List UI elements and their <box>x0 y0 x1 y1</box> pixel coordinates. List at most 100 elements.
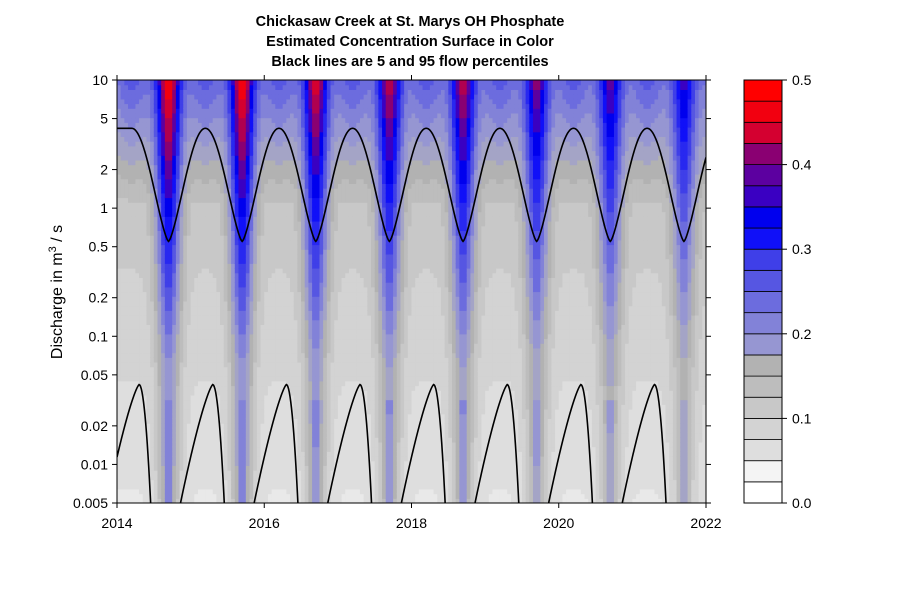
surface-cell <box>312 253 317 260</box>
surface-cell <box>172 188 177 194</box>
surface-cell <box>186 427 192 434</box>
surface-cell <box>194 352 199 358</box>
surface-cell <box>142 394 148 401</box>
surface-cell <box>190 249 195 255</box>
surface-cell <box>175 244 181 250</box>
surface-cell <box>197 244 203 250</box>
surface-cell <box>201 371 206 377</box>
surface-cell <box>124 441 129 448</box>
surface-cell <box>146 235 151 241</box>
surface-cell <box>245 380 251 387</box>
surface-cell <box>157 352 162 358</box>
surface-cell <box>308 98 313 105</box>
surface-cell <box>297 150 302 156</box>
surface-cell <box>293 192 298 199</box>
surface-cell <box>253 164 258 170</box>
surface-cell <box>220 441 225 448</box>
surface-cell <box>256 249 262 255</box>
surface-cell <box>267 282 273 288</box>
surface-cell <box>253 253 258 260</box>
surface-cell <box>120 174 125 180</box>
surface-cell <box>139 155 144 161</box>
surface-cell <box>278 183 284 189</box>
surface-cell <box>264 488 269 495</box>
surface-cell <box>120 164 125 170</box>
surface-cell <box>209 329 214 335</box>
surface-cell <box>179 277 184 283</box>
surface-cell <box>212 456 217 462</box>
surface-cell <box>172 211 177 217</box>
surface-cell <box>256 122 262 128</box>
surface-cell <box>146 390 151 396</box>
surface-cell <box>120 352 125 358</box>
surface-cell <box>315 169 321 175</box>
surface-cell <box>172 155 177 161</box>
surface-cell <box>304 225 310 231</box>
surface-cell <box>205 451 210 457</box>
surface-cell <box>146 362 151 368</box>
surface-cell <box>197 371 203 377</box>
surface-cell <box>209 202 214 208</box>
surface-cell <box>249 244 254 250</box>
surface-cell <box>238 437 243 443</box>
surface-cell <box>220 117 225 123</box>
surface-cell <box>201 366 206 372</box>
surface-cell <box>286 159 291 166</box>
surface-cell <box>256 145 262 152</box>
surface-cell <box>183 84 188 90</box>
surface-cell <box>227 432 232 438</box>
surface-cell <box>308 258 313 264</box>
surface-cell <box>227 456 232 462</box>
surface-cell <box>186 371 192 377</box>
surface-cell <box>308 206 313 213</box>
surface-cell <box>301 183 306 189</box>
surface-cell <box>172 493 177 499</box>
surface-cell <box>161 206 166 213</box>
surface-cell <box>231 300 236 307</box>
surface-cell <box>234 286 240 293</box>
surface-cell <box>135 221 140 227</box>
surface-cell <box>301 423 306 429</box>
surface-cell <box>172 117 177 123</box>
surface-cell <box>220 131 225 137</box>
surface-cell <box>120 89 125 95</box>
surface-cell <box>128 80 133 86</box>
surface-cell <box>293 244 298 250</box>
surface-cell <box>209 244 214 250</box>
surface-cell <box>131 479 137 485</box>
surface-cell <box>227 206 232 213</box>
surface-cell <box>245 174 251 180</box>
surface-cell <box>153 451 159 457</box>
surface-cell <box>260 380 265 387</box>
surface-cell <box>286 282 291 288</box>
surface-cell <box>175 150 181 156</box>
surface-cell <box>315 460 321 466</box>
surface-cell <box>150 305 155 311</box>
surface-cell <box>172 230 177 236</box>
surface-cell <box>131 155 137 161</box>
surface-cell <box>223 432 229 438</box>
surface-cell <box>260 394 265 401</box>
surface-cell <box>260 404 265 410</box>
surface-cell <box>301 352 306 358</box>
surface-cell <box>175 98 181 105</box>
surface-cell <box>153 357 159 363</box>
surface-cell <box>153 216 159 222</box>
surface-cell <box>304 380 310 387</box>
surface-cell <box>194 446 199 452</box>
surface-cell <box>179 89 184 95</box>
surface-cell <box>242 244 247 250</box>
surface-cell <box>139 479 144 485</box>
surface-cell <box>194 206 199 213</box>
surface-cell <box>227 413 232 419</box>
surface-cell <box>153 385 159 391</box>
surface-cell <box>293 230 298 236</box>
surface-cell <box>242 197 247 203</box>
surface-cell <box>238 357 243 363</box>
surface-cell <box>256 211 262 217</box>
surface-cell <box>131 385 137 391</box>
surface-cell <box>179 446 184 452</box>
surface-cell <box>164 376 170 382</box>
surface-cell <box>275 296 280 302</box>
surface-cell <box>227 268 232 274</box>
